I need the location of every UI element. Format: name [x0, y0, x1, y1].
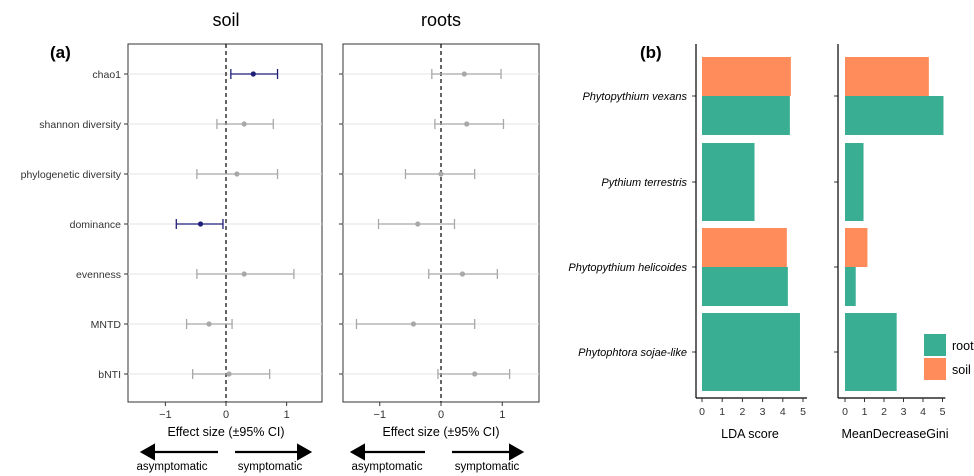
lda-x-tick-label: 4	[780, 406, 786, 418]
gini-bar-roots	[845, 267, 856, 306]
gini-bar-soil	[845, 228, 868, 267]
soil-x-ticks: −1 0 1	[159, 402, 290, 421]
soil-plot-frame	[127, 43, 323, 403]
soil-category-labels: chao1 shannon diversity phylogenetic diver…	[21, 69, 122, 381]
soil-estimate-point	[226, 371, 232, 377]
soil-x-tick-label: 0	[223, 409, 229, 421]
soil-x-tick-label: 1	[284, 409, 290, 421]
roots-x-tick-label: −1	[373, 409, 386, 421]
lda-category-label: Pythium terrestris	[601, 177, 687, 189]
soil-category-label: chao1	[92, 69, 121, 81]
soil-estimate-point	[241, 271, 247, 277]
gini-bar-soil	[845, 57, 929, 96]
roots-x-ticks: −1 0 1	[373, 402, 505, 421]
gini-x-tick-label: 1	[862, 406, 868, 418]
lda-x-tick-label: 0	[699, 406, 705, 418]
gini-x-tick-label: 3	[901, 406, 907, 418]
gini-x-ticks: 0 1 2 3 4 5	[838, 397, 946, 418]
gini-x-tick-label: 0	[842, 406, 848, 418]
lda-bar-roots	[702, 143, 755, 221]
soil-estimate-point	[206, 321, 212, 327]
soil-category-label: shannon diversity	[39, 119, 121, 131]
gini-bar-roots	[845, 143, 864, 221]
lda-bar-soil	[702, 228, 787, 267]
roots-symptomatic-label: symptomatic	[455, 461, 520, 473]
soil-estimate-point	[197, 221, 204, 227]
soil-x-tick-label: −1	[159, 409, 172, 421]
legend-label-soil: soil	[952, 363, 971, 377]
roots-marks	[339, 69, 511, 379]
lda-x-axis-label: LDA score	[721, 427, 779, 441]
soil-category-label: MNTD	[91, 319, 122, 331]
soil-category-label: bNTI	[98, 369, 121, 381]
gini-bar-roots	[845, 96, 944, 135]
panel-a-label: (a)	[50, 43, 71, 62]
panel-b-label: (b)	[640, 43, 662, 62]
gini-bar-chart: 0 1 2 3 4 5 MeanDecreaseGini	[834, 44, 949, 441]
roots-estimate-point	[461, 71, 467, 77]
legend-key-root	[924, 334, 946, 356]
gini-x-tick-label: 4	[920, 406, 926, 418]
roots-x-tick-label: 1	[499, 409, 505, 421]
soil-estimate-point	[234, 171, 240, 177]
roots-estimate-point	[459, 271, 466, 277]
roots-x-tick-label: 0	[438, 409, 444, 421]
lda-category-label: Phytopythium helicoides	[568, 262, 687, 274]
legend-label-root: root	[952, 339, 974, 353]
gini-x-tick-label: 5	[940, 406, 946, 418]
lda-bar-roots	[702, 313, 800, 391]
roots-estimate-point	[410, 321, 417, 327]
soil-x-axis-label: Effect size (±95% CI)	[167, 425, 284, 439]
roots-title: roots	[421, 10, 461, 30]
lda-bar-roots	[702, 267, 788, 306]
roots-estimate-point	[472, 371, 478, 377]
lda-bar-chart: Phytopythium vexans Pythium terrestris Phy…	[568, 44, 808, 441]
soil-symptomatic-label: symptomatic	[238, 461, 303, 473]
roots-forest-plot: roots −1 0 1 Effect size (±95% CI)	[339, 10, 540, 439]
lda-x-tick-label: 2	[739, 406, 745, 418]
lda-category-labels: Phytopythium vexans Pythium terrestris Phy…	[568, 91, 687, 359]
roots-estimate-point	[415, 221, 421, 227]
gini-x-tick-label: 2	[881, 406, 887, 418]
soil-title: soil	[212, 10, 239, 30]
lda-x-ticks: 0 1 2 3 4 5	[696, 397, 808, 418]
lda-x-tick-label: 3	[760, 406, 766, 418]
roots-estimate-point	[464, 121, 470, 127]
soil-category-label: phylogenetic diversity	[21, 169, 122, 181]
roots-asymptomatic-label: asymptomatic	[352, 461, 423, 473]
roots-x-axis-label: Effect size (±95% CI)	[382, 425, 499, 439]
roots-estimate-point	[438, 171, 444, 177]
soil-estimate-point	[241, 121, 247, 127]
lda-category-label: Phytophtora sojae-like	[578, 347, 687, 359]
direction-arrows: asymptomatic symptomatic asymptomatic sy…	[137, 443, 525, 473]
gini-bar-roots	[845, 313, 897, 391]
lda-category-label: Phytopythium vexans	[582, 91, 687, 103]
soil-category-label: dominance	[70, 219, 122, 231]
legend-key-soil	[924, 358, 946, 380]
soil-forest-plot: soil chao1 shannon diversity phylogenetic …	[21, 10, 323, 439]
lda-bar-roots	[702, 96, 790, 135]
gini-bars	[834, 57, 944, 391]
soil-asymptomatic-label: asymptomatic	[137, 461, 208, 473]
soil-category-label: evenness	[76, 269, 121, 281]
gini-x-axis-label: MeanDecreaseGini	[842, 427, 949, 441]
legend: root soil	[924, 334, 974, 380]
lda-x-tick-label: 5	[800, 406, 806, 418]
lda-bar-soil	[702, 57, 791, 96]
lda-bars	[692, 57, 800, 391]
soil-marks	[124, 69, 295, 379]
lda-x-tick-label: 1	[719, 406, 725, 418]
soil-estimate-point	[250, 71, 256, 77]
